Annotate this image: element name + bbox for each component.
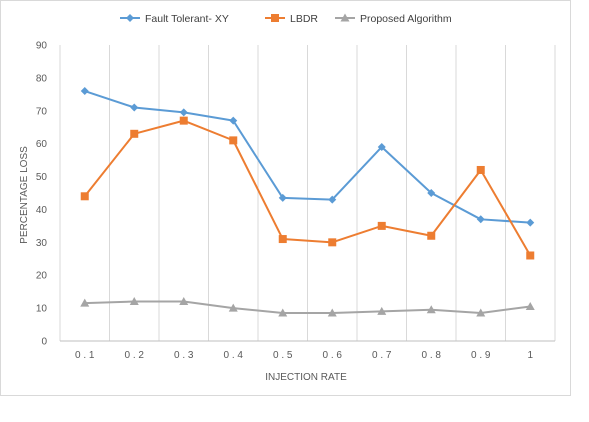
x-axis-title: INJECTION RATE (265, 372, 347, 383)
series-line (84, 300, 531, 315)
data-point (525, 301, 535, 310)
y-tick-label: 50 (36, 172, 48, 183)
data-point (327, 308, 337, 317)
data-point (476, 165, 485, 174)
legend-label: Fault Tolerant- XY (145, 13, 229, 25)
data-point (427, 189, 436, 197)
data-point (278, 193, 287, 202)
x-tick-label: 0 . 3 (174, 350, 194, 361)
data-point (476, 308, 486, 317)
legend-marker (340, 13, 350, 22)
data-point (129, 297, 139, 306)
y-tick-label: 10 (36, 304, 48, 315)
legend-item: Fault Tolerant- XY (120, 13, 229, 25)
y-axis-title: PERCENTAGE LOSS (19, 146, 30, 244)
data-point (179, 116, 188, 125)
data-point (476, 215, 485, 224)
data-point (377, 221, 386, 230)
data-point (278, 308, 288, 317)
x-tick-label: 0 . 7 (372, 350, 392, 361)
data-point (130, 129, 139, 138)
legend-marker (271, 14, 279, 22)
legend-label: Proposed Algorithm (360, 13, 452, 25)
data-point (80, 87, 89, 96)
data-point (377, 142, 386, 151)
legend-item: LBDR (265, 13, 318, 25)
legend-item: Proposed Algorithm (335, 13, 452, 25)
y-tick-label: 30 (36, 238, 48, 249)
x-tick-label: 0 . 9 (471, 350, 491, 361)
x-tick-label: 0 . 6 (323, 350, 343, 361)
grid (59, 45, 556, 341)
data-point (228, 303, 238, 312)
y-tick-label: 70 (36, 106, 48, 117)
x-tick-label: 0 . 5 (273, 350, 293, 361)
data-point (526, 251, 535, 260)
x-tick-label: 0 . 8 (422, 350, 442, 361)
series-group (80, 87, 535, 317)
series-3 (80, 297, 535, 317)
legend-label: LBDR (290, 13, 318, 25)
y-tick-label: 40 (36, 205, 48, 216)
data-point (328, 238, 337, 247)
y-tick-label: 60 (36, 139, 48, 150)
axes: 0 10 20 30 40 50 60 70 80 90 0 . 1 0 . 2 0 . 3 0 . 4 0… (36, 41, 555, 361)
data-point (179, 297, 189, 306)
x-tick-label: 0 . 2 (125, 350, 145, 361)
data-point (526, 218, 535, 227)
series-1 (80, 87, 535, 227)
data-point (229, 136, 238, 145)
series-line (84, 90, 531, 224)
legend: Fault Tolerant- XY LBDR Proposed Algorithm (120, 13, 452, 25)
data-point (80, 298, 90, 307)
data-point (427, 231, 436, 240)
x-tick-label: 0 . 4 (224, 350, 244, 361)
x-tick-label: 0 . 1 (75, 350, 95, 361)
data-point (229, 116, 238, 125)
series-2 (80, 116, 535, 260)
data-point (278, 235, 287, 244)
data-point (328, 195, 337, 204)
data-point (179, 108, 188, 117)
x-tick-label: 1 (527, 350, 533, 361)
legend-marker (126, 14, 134, 22)
y-tick-label: 90 (36, 41, 48, 52)
series-line (83, 119, 532, 256)
data-point (80, 192, 89, 201)
y-tick-label: 80 (36, 73, 48, 84)
y-tick-label: 0 (41, 337, 47, 348)
data-point (130, 103, 139, 112)
data-point (377, 306, 387, 315)
data-point (426, 305, 436, 314)
y-tick-label: 20 (36, 271, 48, 282)
